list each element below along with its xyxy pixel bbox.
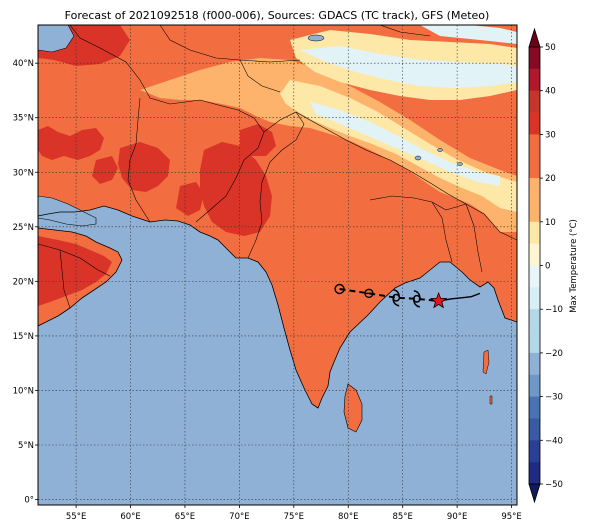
- land-cool-tarim: [300, 46, 517, 88]
- colorbar-tick-label: 0: [545, 262, 550, 272]
- colorbar-level: [529, 90, 540, 113]
- colorbar-level: [529, 199, 540, 223]
- colorbar-level: [529, 287, 540, 310]
- colorbar-level: [529, 462, 540, 485]
- colorbar-level: [529, 221, 540, 244]
- latitude-ticks: 0° 5°N 10°N 15°N 20°N 25°N 30°N 35°N 40°N: [13, 59, 38, 506]
- colorbar-tick-label: 30: [545, 130, 556, 140]
- colorbar-level: [529, 68, 540, 91]
- colorbar-level: [529, 265, 540, 288]
- y-tick-label: 5°N: [18, 441, 34, 451]
- colorbar-tick-label: −10: [545, 305, 563, 315]
- x-tick-label: 65°E: [175, 512, 195, 522]
- land-cool-north: [420, 25, 517, 44]
- track-point-storm: [392, 288, 401, 307]
- colorbar-level: [529, 243, 540, 266]
- colorbar-level: [529, 134, 540, 157]
- colorbar-level: [529, 440, 540, 463]
- land-pakistan-very-hot-2: [176, 182, 204, 216]
- y-tick-label: 0°: [24, 496, 34, 506]
- colorbar-level: [529, 418, 540, 441]
- colorbar-level: [529, 309, 540, 332]
- andaman-islands: [482, 349, 490, 375]
- y-tick-label: 25°N: [13, 223, 34, 233]
- y-tick-label: 30°N: [13, 168, 34, 178]
- colorbar-tick-label: −20: [545, 349, 563, 359]
- map-area: [38, 25, 517, 505]
- current-position-star-icon: [429, 291, 448, 309]
- colorbar-min-extend: [528, 483, 541, 504]
- land-warm-highlands: [140, 58, 517, 232]
- land-iran-very-hot-2: [118, 142, 170, 192]
- caspian-sea: [38, 25, 75, 53]
- colorbar-tick-label: 20: [545, 174, 556, 184]
- land-pakistan-very-hot: [200, 142, 272, 236]
- colorbar-tick-label: −50: [545, 480, 563, 490]
- colorbar-label: Max Temperature (°C): [569, 219, 579, 313]
- land-cool-tibet: [310, 102, 500, 186]
- colorbar-level: [529, 156, 540, 179]
- colorbar-tick-label: 10: [545, 218, 556, 228]
- track-past-line: [339, 288, 439, 302]
- y-tick-label: 40°N: [13, 59, 34, 69]
- country-borders: [38, 25, 517, 309]
- x-tick-label: 55°E: [66, 512, 86, 522]
- colorbar-level: [529, 47, 540, 70]
- colorbar: 50 40 30 20 10 0 −10 −20 −30 −40 −50: [528, 27, 563, 504]
- graticule: [38, 25, 517, 505]
- y-tick-label: 15°N: [13, 332, 34, 342]
- persian-gulf: [38, 195, 97, 227]
- colorbar-level: [529, 178, 540, 201]
- x-tick-label: 60°E: [120, 512, 140, 522]
- coastline-oman: [38, 227, 123, 327]
- x-tick-label: 85°E: [392, 512, 412, 522]
- colorbar-level: [529, 331, 540, 354]
- x-tick-label: 90°E: [447, 512, 467, 522]
- longitude-ticks: 55°E 60°E 65°E 70°E 75°E 80°E 85°E 90°E 95°E: [66, 505, 522, 522]
- colorbar-level: [529, 352, 540, 376]
- x-tick-label: 75°E: [284, 512, 304, 522]
- colorbar-max-extend: [528, 27, 541, 48]
- figure-title: Forecast of 2021092518 (f000-006), Sourc…: [65, 9, 490, 22]
- cyclone-track: [334, 283, 481, 309]
- y-tick-label: 10°N: [13, 386, 34, 396]
- colorbar-level: [529, 396, 540, 419]
- colorbar-tick-label: 40: [545, 87, 556, 97]
- lakes: [307, 34, 463, 166]
- x-tick-label: 80°E: [338, 512, 358, 522]
- colorbar-level: [529, 374, 540, 397]
- coastline-iran: [38, 205, 191, 226]
- x-tick-label: 95°E: [501, 512, 521, 522]
- map-frame: [37, 24, 518, 506]
- colorbar-tick-label: −30: [545, 393, 563, 403]
- colorbar-tick-label: 50: [545, 43, 556, 53]
- track-point-low: [334, 283, 345, 295]
- land-oman-very-hot: [38, 236, 112, 306]
- land-iran-very-hot: [38, 126, 104, 160]
- y-tick-label: 35°N: [13, 114, 34, 124]
- land-very-hot-spot: [240, 124, 276, 156]
- colorbar-level: [529, 112, 540, 135]
- x-tick-label: 70°E: [229, 512, 249, 522]
- y-tick-label: 20°N: [13, 277, 34, 287]
- coastline-india: [189, 224, 517, 409]
- track-point-depression: [364, 288, 374, 299]
- track-point-storm: [412, 290, 421, 308]
- land-iran-very-hot-3: [92, 156, 118, 184]
- nicobar-islands: [489, 395, 493, 405]
- colorbar-tick-label: −40: [545, 436, 563, 446]
- track-forecast-line: [438, 292, 481, 302]
